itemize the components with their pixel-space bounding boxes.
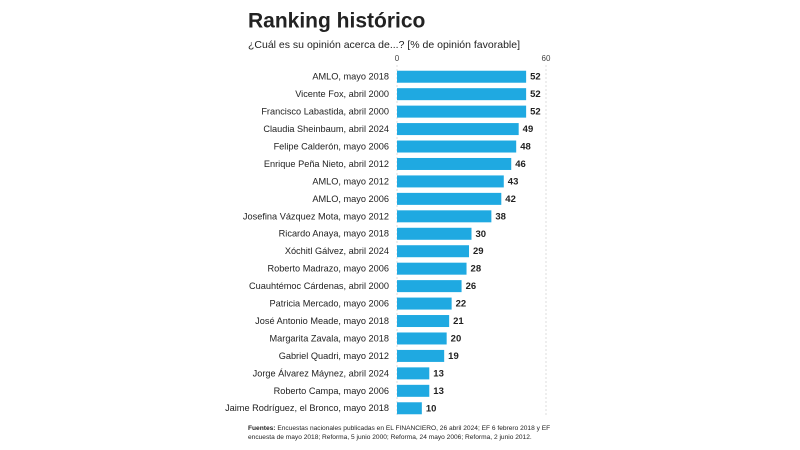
bar [397, 280, 462, 293]
bar [397, 88, 527, 101]
bar [397, 123, 519, 136]
value-label: 13 [433, 386, 444, 397]
value-label: 22 [456, 299, 467, 310]
value-label: 21 [453, 316, 464, 327]
bar [397, 297, 452, 310]
category-label: Cuauhtémoc Cárdenas, abril 2000 [249, 281, 389, 291]
value-label: 19 [448, 351, 459, 362]
bar [397, 70, 527, 83]
category-label: AMLO, mayo 2006 [312, 194, 389, 204]
category-label: José Antonio Meade, mayo 2018 [255, 316, 389, 326]
value-label: 29 [473, 246, 484, 257]
value-label: 13 [433, 368, 444, 379]
category-label: Xóchitl Gálvez, abril 2024 [285, 246, 389, 256]
bar [397, 402, 422, 415]
category-label: Felipe Calderón, mayo 2006 [274, 141, 389, 151]
bar [397, 367, 430, 380]
bar [397, 315, 450, 328]
bar [397, 157, 512, 170]
bar [397, 262, 467, 275]
bar [397, 245, 470, 258]
category-label: Francisco Labastida, abril 2000 [261, 107, 389, 117]
value-label: 48 [520, 142, 531, 153]
chart-title: Ranking histórico [248, 10, 425, 33]
value-label: 42 [505, 194, 516, 205]
category-label: AMLO, mayo 2012 [312, 176, 389, 186]
bar [397, 384, 430, 397]
bar [397, 332, 447, 345]
category-label: Jaime Rodríguez, el Bronco, mayo 2018 [225, 403, 389, 413]
bar [397, 349, 445, 362]
category-label: Josefina Vázquez Mota, mayo 2012 [243, 211, 389, 221]
category-label: AMLO, mayo 2018 [312, 72, 389, 82]
bar [397, 227, 472, 240]
x-tick-label: 60 [542, 54, 551, 63]
category-label: Gabriel Quadri, mayo 2012 [279, 351, 389, 361]
bar [397, 192, 502, 205]
value-label: 28 [471, 264, 482, 275]
value-label: 46 [515, 159, 526, 170]
source-text: Encuestas nacionales publicadas en EL FI… [248, 425, 551, 441]
category-label: Claudia Sheinbaum, abril 2024 [263, 124, 389, 134]
bar [397, 175, 504, 188]
value-label: 20 [451, 333, 462, 344]
value-label: 43 [508, 176, 519, 187]
value-label: 30 [476, 229, 487, 240]
bar [397, 105, 527, 118]
source-label: Fuentes: [248, 425, 276, 432]
source-note: Fuentes: Encuestas nacionales publicadas… [248, 424, 560, 442]
value-label: 38 [495, 211, 506, 222]
value-label: 26 [466, 281, 477, 292]
category-label: Roberto Madrazo, mayo 2006 [267, 264, 389, 274]
category-label: Vicente Fox, abril 2000 [295, 89, 389, 99]
value-label: 52 [530, 72, 541, 83]
category-label: Margarita Zavala, mayo 2018 [270, 333, 390, 343]
value-label: 52 [530, 107, 541, 118]
value-label: 49 [523, 124, 534, 135]
category-label: Enrique Peña Nieto, abril 2012 [264, 159, 389, 169]
category-label: Jorge Álvarez Máynez, abril 2024 [253, 368, 389, 378]
bar [397, 140, 517, 153]
bar [397, 210, 492, 223]
category-label: Ricardo Anaya, mayo 2018 [279, 229, 389, 239]
value-label: 10 [426, 403, 437, 414]
value-label: 52 [530, 89, 541, 100]
category-label: Patricia Mercado, mayo 2006 [270, 299, 390, 309]
category-label: Roberto Campa, mayo 2006 [274, 386, 389, 396]
x-tick-label: 0 [395, 54, 400, 63]
chart-subtitle: ¿Cuál es su opinión acerca de...? [% de … [248, 39, 520, 51]
